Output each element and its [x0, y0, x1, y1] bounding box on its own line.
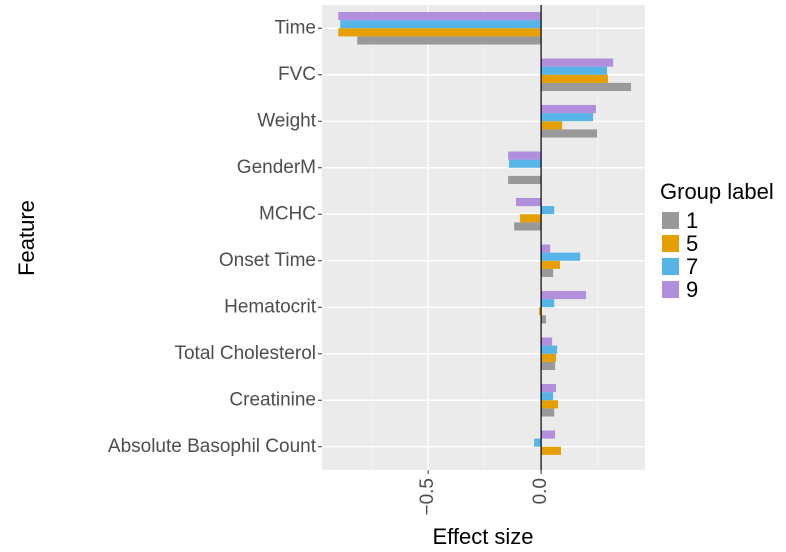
legend-key — [662, 258, 679, 275]
bar — [541, 430, 556, 439]
bar — [520, 214, 542, 223]
bar — [541, 299, 555, 308]
bar — [541, 129, 598, 138]
x-axis-title: Effect size — [432, 524, 533, 549]
legend-title: Group label — [660, 179, 774, 204]
bar — [340, 20, 542, 29]
y-tick-label: Weight — [257, 110, 317, 131]
bar — [541, 315, 547, 324]
y-tick-label: FVC — [278, 64, 316, 85]
legend-label: 1 — [686, 208, 698, 233]
bar — [541, 252, 581, 261]
bar — [541, 392, 554, 401]
bar — [534, 438, 542, 447]
bar — [516, 197, 542, 207]
bar — [514, 222, 542, 231]
y-tick-label: GenderM — [237, 157, 316, 178]
bar — [508, 175, 542, 185]
bar — [541, 353, 557, 362]
bar — [541, 268, 554, 278]
bar — [541, 66, 608, 75]
bar — [541, 345, 558, 354]
bar — [541, 408, 555, 417]
bar — [541, 82, 631, 92]
bar — [508, 151, 542, 160]
y-tick-label: Absolute Basophil Count — [108, 436, 317, 457]
y-tick-label: Creatinine — [229, 389, 316, 410]
bar — [357, 36, 542, 45]
bar — [509, 159, 542, 168]
bar — [541, 446, 561, 455]
bar — [541, 361, 556, 371]
bar — [541, 337, 553, 346]
bar — [541, 121, 563, 130]
bar — [338, 28, 542, 37]
y-tick-label: MCHC — [259, 203, 316, 224]
bar — [541, 58, 614, 67]
legend-label: 5 — [686, 231, 698, 256]
bar — [541, 400, 559, 409]
y-tick-label: Total Cholesterol — [174, 343, 316, 364]
bar — [539, 307, 542, 316]
legend-key — [662, 281, 679, 298]
bar — [541, 113, 594, 122]
legend-label: 9 — [686, 277, 698, 302]
bar — [541, 244, 551, 253]
bar — [541, 290, 587, 300]
legend-label: 7 — [686, 254, 698, 279]
x-tick-label: −0.5 — [417, 478, 438, 516]
y-tick-label: Time — [274, 17, 316, 38]
bar — [338, 11, 542, 21]
bar — [541, 206, 555, 215]
y-tick-label: Onset Time — [219, 250, 316, 271]
legend-key — [662, 235, 679, 252]
bar — [541, 74, 608, 83]
legend-key — [662, 212, 679, 229]
bar — [541, 104, 596, 114]
x-tick-label: 0.0 — [530, 478, 551, 504]
bar — [541, 383, 557, 393]
y-axis-title: Feature — [14, 200, 39, 276]
y-tick-label: Hematocrit — [224, 296, 317, 317]
bar — [541, 260, 561, 269]
